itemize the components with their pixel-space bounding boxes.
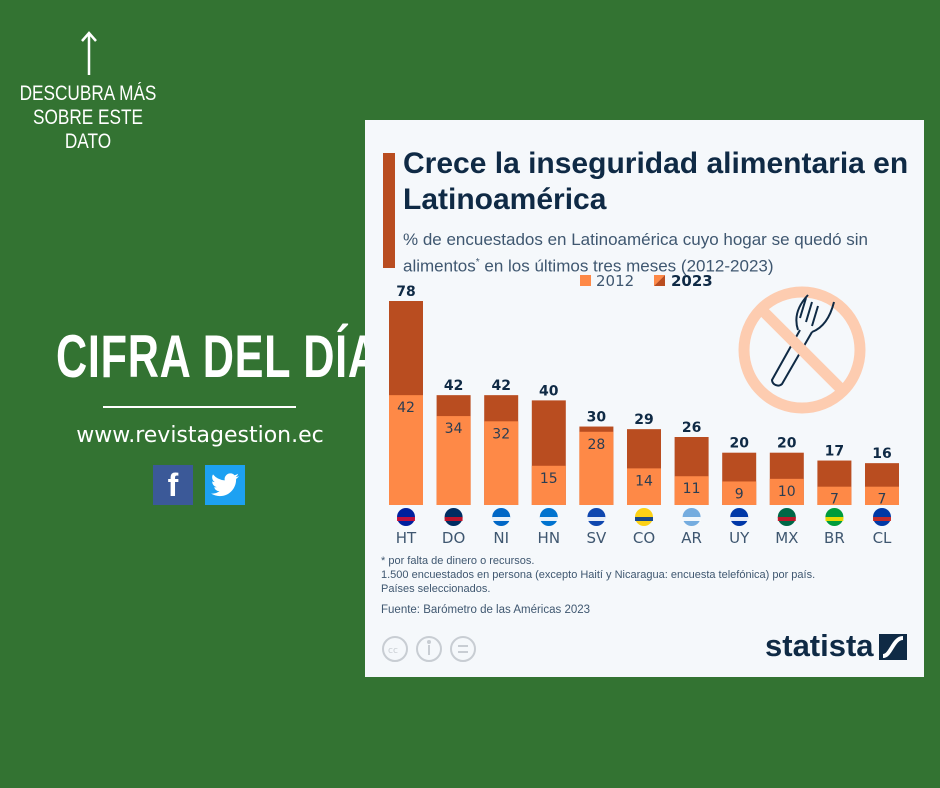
statista-logo[interactable]: statista	[765, 628, 874, 663]
bar-chart: 2012 2023 78 42 HT 42 34 DO 42 32 NI 40 15 HN 30 28 SV…	[389, 275, 899, 547]
value-label-2012: 28	[587, 437, 605, 453]
category-label: HN	[538, 529, 561, 547]
value-label-2023: 30	[587, 410, 607, 426]
flag-stripe-HT	[397, 517, 415, 521]
bar-2012-UY	[722, 481, 757, 505]
heading: CIFRA DEL DÍA	[56, 323, 380, 390]
bar-2012-MX	[769, 478, 804, 505]
category-label: BR	[824, 529, 845, 547]
subtitle-star: *	[475, 257, 480, 268]
value-label-2012: 32	[492, 426, 510, 442]
value-label-2012: 34	[445, 421, 463, 437]
twitter-icon[interactable]	[205, 465, 245, 505]
legend-swatch-2012	[580, 275, 591, 286]
nd-icon	[450, 636, 476, 662]
value-label-2012: 11	[683, 481, 701, 497]
flag-stripe-UY	[730, 517, 749, 521]
divider	[103, 406, 296, 408]
arrow-up-icon	[81, 31, 97, 75]
by-icon	[416, 636, 442, 662]
note-2: 1.500 encuestados en persona (excepto Ha…	[381, 569, 816, 581]
flag-stripe-HN	[539, 517, 558, 521]
cc-icon	[382, 636, 408, 662]
note-1: * por falta de dinero o recursos.	[381, 555, 535, 567]
category-label: AR	[681, 529, 702, 547]
flag-stripe-CL	[873, 517, 891, 521]
value-label-2023: 29	[634, 412, 653, 428]
category-label: SV	[587, 529, 608, 547]
bar-2012-DO	[436, 416, 471, 505]
flag-stripe-SV	[587, 517, 606, 521]
value-label-2023: 17	[825, 444, 844, 460]
flag-stripe-AR	[682, 517, 701, 521]
flag-stripe-CO	[635, 517, 653, 521]
no-food-icon	[738, 286, 866, 414]
bar-2012-CO	[627, 468, 661, 505]
bar-2012-AR	[674, 476, 709, 505]
value-label-2012: 14	[635, 473, 653, 489]
note-3: Países seleccionados.	[381, 583, 491, 595]
statista-logo-icon	[879, 634, 907, 660]
bar-2012-HN	[531, 465, 566, 505]
infographic-card: Crece la inseguridad alimentaria en Lati…	[365, 120, 924, 677]
title-accent-bar	[383, 153, 395, 268]
value-label-2023: 20	[777, 436, 797, 452]
value-label-2012: 42	[397, 400, 415, 416]
category-label: DO	[442, 529, 465, 547]
cta-text[interactable]: DESCUBRA MÁS SOBRE ESTE DATO	[19, 82, 157, 153]
legend: 2012 2023	[580, 275, 713, 290]
chart-title: Crece la inseguridad alimentaria en Lati…	[403, 147, 909, 216]
value-label-2023: 78	[396, 284, 415, 300]
value-label-2023: 26	[682, 420, 701, 436]
value-label-2023: 20	[729, 436, 749, 452]
legend-swatch-2023-b	[654, 275, 665, 286]
category-label: UY	[729, 529, 750, 547]
bar-2012-HT	[389, 395, 423, 505]
value-label-2012: 9	[735, 486, 744, 502]
flag-stripe-MX	[777, 517, 796, 521]
value-label-2012: 7	[830, 492, 839, 508]
bar-2012-NI	[484, 421, 519, 505]
footnotes: * por falta de dinero o recursos. 1.500 …	[381, 554, 815, 596]
facebook-icon[interactable]: f	[153, 465, 193, 505]
category-label: CL	[873, 529, 892, 547]
creative-commons-icons[interactable]: cc	[381, 635, 481, 663]
category-label: CO	[633, 529, 655, 547]
value-label-2012: 7	[878, 492, 887, 508]
flag-stripe-NI	[492, 517, 511, 521]
value-label-2023: 42	[491, 378, 510, 394]
website-link[interactable]: www.revistagestion.ec	[76, 423, 324, 448]
value-label-2012: 15	[540, 471, 558, 487]
source-text: Fuente: Barómetro de las Américas 2023	[381, 604, 591, 616]
bar-2012-CL	[865, 486, 899, 505]
subtitle-b: en los últimos tres meses (2012-2023)	[479, 256, 774, 276]
bar-2012-BR	[817, 486, 852, 505]
legend-label-2012: 2012	[596, 275, 634, 290]
svg-text:cc: cc	[388, 646, 398, 656]
category-label: NI	[493, 529, 509, 547]
value-label-2023: 42	[444, 378, 463, 394]
subtitle-a: % de encuestados en Latinoamérica cuyo h…	[403, 230, 868, 276]
value-label-2012: 10	[778, 484, 796, 500]
value-label-2023: 16	[872, 446, 891, 462]
flag-stripe-BR	[825, 517, 844, 521]
bar-2012-SV	[579, 431, 614, 505]
chart-subtitle: % de encuestados en Latinoamérica cuyo h…	[403, 228, 918, 278]
legend-label-2023: 2023	[671, 275, 713, 290]
value-label-2023: 40	[539, 383, 559, 399]
category-label: HT	[396, 529, 417, 547]
category-label: MX	[775, 529, 798, 547]
flag-stripe-DO	[444, 517, 463, 521]
